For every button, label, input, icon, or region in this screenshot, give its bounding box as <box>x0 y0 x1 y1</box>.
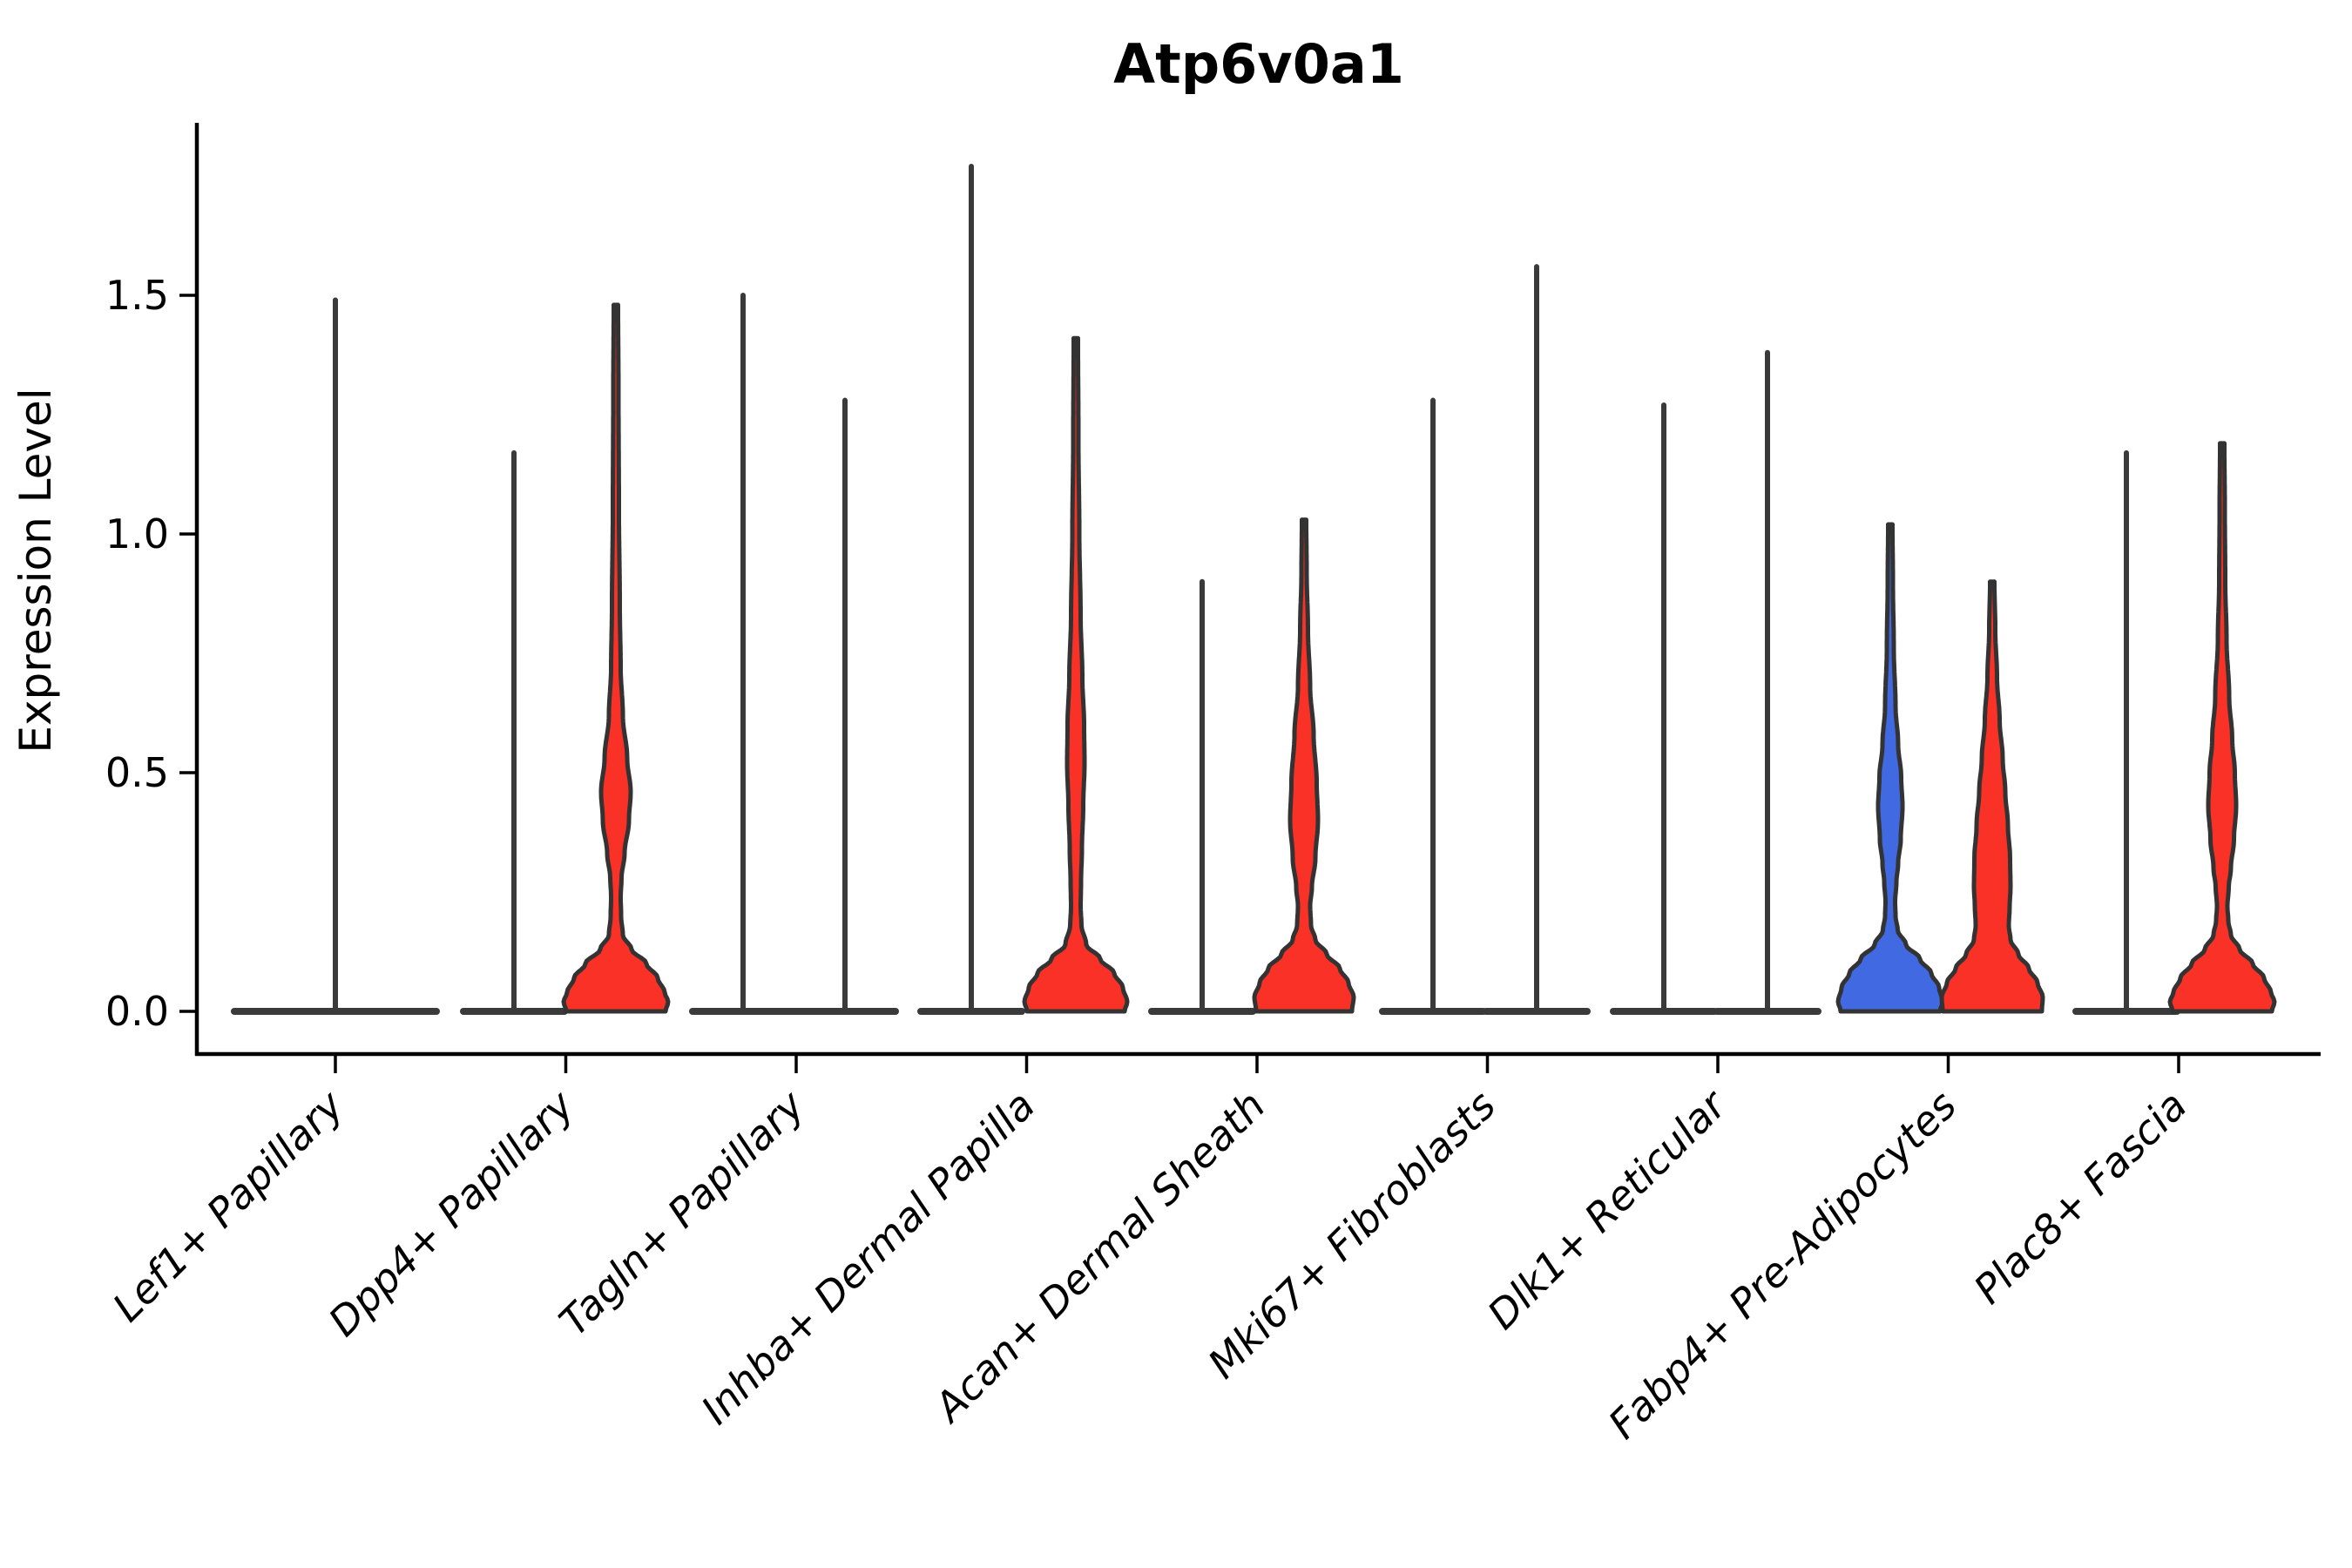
x-tick-label-0: Lef1+ Papillary <box>104 1081 353 1330</box>
x-tick-label-6: Dlk1+ Reticular <box>1478 1079 1737 1338</box>
y-tick-label: 0.5 <box>105 749 169 796</box>
y-tick-label: 0.0 <box>105 988 169 1035</box>
x-tick-label-2: Tagln+ Papillary <box>550 1081 814 1345</box>
x-tick-label-8: Plac8+ Fascia <box>1964 1082 2195 1313</box>
y-tick-label: 1.0 <box>105 510 169 558</box>
y-tick-label: 1.5 <box>105 272 169 319</box>
violin-cat8-right <box>1939 579 2045 1014</box>
violins-layer <box>231 164 2277 1015</box>
violin-cat8-left <box>1835 522 1945 1014</box>
plot-title: Atp6v0a1 <box>1113 32 1404 96</box>
violin-cat5-right <box>1252 517 1356 1014</box>
x-tick-label-1: Dpp4+ Papillary <box>320 1081 584 1345</box>
violin-cat4-right <box>1022 335 1130 1014</box>
violin-cat9-right <box>2167 441 2277 1014</box>
violin-cat2-right <box>561 302 671 1014</box>
y-axis-label: Expression Level <box>10 388 61 753</box>
